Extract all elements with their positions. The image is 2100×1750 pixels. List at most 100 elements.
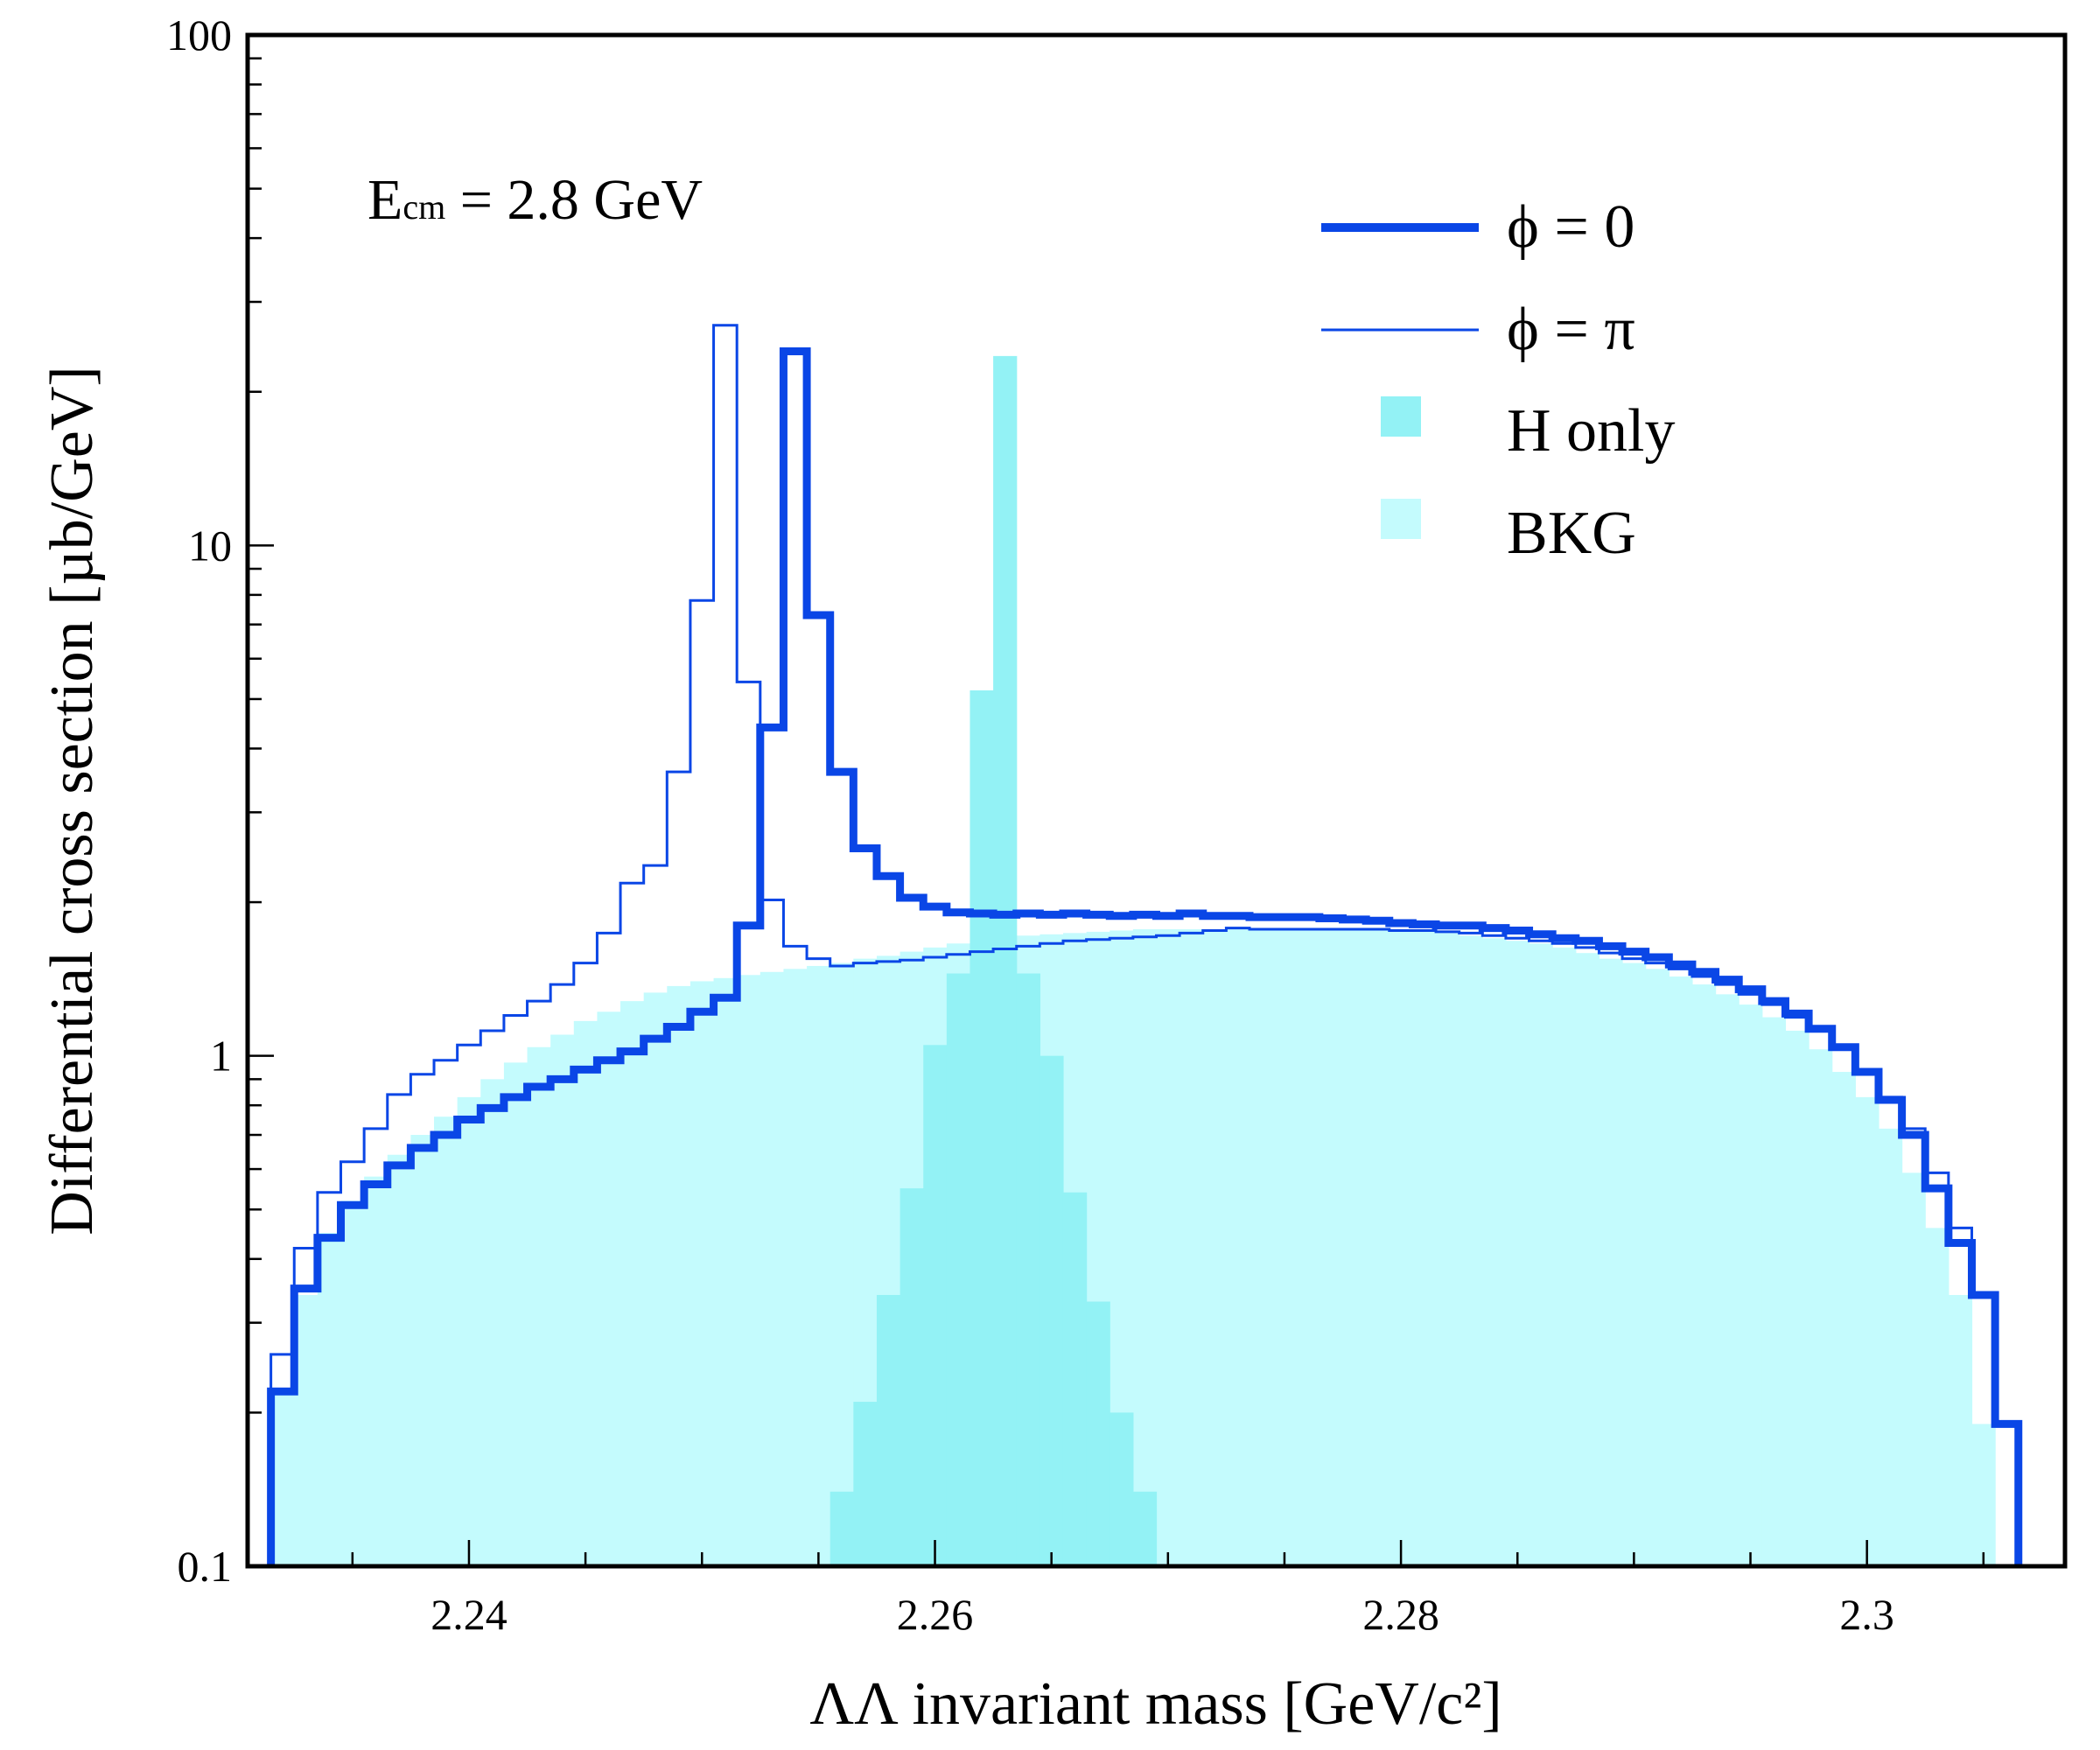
bkg-bar (410, 1135, 435, 1566)
bkg-bar (1202, 929, 1227, 1566)
legend-label: ϕ = π (1507, 296, 1635, 363)
bkg-bar (1739, 1004, 1763, 1566)
bkg-bar (1669, 976, 1693, 1566)
bkg-bar (1715, 994, 1740, 1566)
axis-ticks (248, 57, 1985, 1568)
bkg-bar (1901, 1172, 1926, 1566)
bkg-bar (1925, 1228, 1950, 1566)
bkg-bar (1878, 1128, 1903, 1566)
bkg-bar (340, 1200, 365, 1566)
histogram-lines (267, 324, 2023, 1566)
bkg-bar (783, 969, 808, 1566)
bkg-bar (830, 962, 854, 1566)
bkg-bar (270, 1391, 295, 1566)
bkg-bar (387, 1154, 411, 1566)
legend-fill-swatch (1381, 396, 1421, 437)
bkg-bar (1529, 943, 1553, 1566)
y-tick-label: 100 (166, 10, 232, 60)
bkg-bar (364, 1176, 388, 1566)
x-tick-label: 2.26 (897, 1590, 974, 1639)
legend-label: BKG (1507, 500, 1636, 567)
phi-0-line (267, 347, 2023, 1566)
y-tick-label: 0.1 (178, 1542, 233, 1591)
h-only-bar (1016, 973, 1040, 1566)
x-tick-label: 2.28 (1362, 1590, 1439, 1639)
h-only-bar (900, 1188, 924, 1566)
legend-fill-swatch (1381, 499, 1421, 539)
bkg-bar (667, 985, 691, 1566)
bkg-bar (480, 1079, 505, 1566)
h-only-bar (830, 1491, 854, 1566)
histogram-fills (270, 355, 1996, 1566)
bkg-bar (1389, 930, 1414, 1566)
bkg-bar (1226, 929, 1250, 1566)
y-tick-label: 10 (188, 521, 232, 570)
energy-annotation: Ecm = 2.8 GeV (368, 168, 703, 232)
h-only-bar (993, 355, 1018, 1566)
bkg-bar (573, 1020, 598, 1566)
bkg-bar (1552, 947, 1577, 1566)
h-only-bar (970, 690, 994, 1566)
bkg-bar (1482, 938, 1507, 1566)
legend-label: H only (1507, 397, 1676, 465)
bkg-bar (1436, 933, 1460, 1566)
legend-label: ϕ = 0 (1507, 193, 1634, 261)
bkg-bar (760, 971, 785, 1566)
bkg-bar (1622, 962, 1647, 1566)
bkg-bar (690, 981, 715, 1566)
bkg-bar (807, 965, 831, 1566)
bkg-bar (1366, 930, 1390, 1566)
bkg-bar (1132, 929, 1158, 1566)
bkg-bar (457, 1096, 481, 1566)
h-only-bar (1040, 1055, 1064, 1566)
legend: ϕ = 0 ϕ = π H only BKG (1321, 193, 1676, 567)
axis-tick-labels: 2.24 2.26 2.28 2.3 0.1 1 10 100 (166, 10, 1894, 1639)
bkg-bar (550, 1034, 575, 1566)
h-only-bar (1062, 1192, 1088, 1566)
h-only-bar (946, 973, 971, 1566)
bkg-bar (1319, 930, 1344, 1566)
bkg-bar (643, 992, 668, 1566)
bkg-bar (1272, 929, 1297, 1566)
bkg-bar (434, 1116, 458, 1566)
bkg-bar (1691, 984, 1717, 1566)
bkg-bar (1785, 1030, 1810, 1566)
bkg-bar (713, 977, 738, 1566)
bkg-bar (294, 1294, 318, 1566)
bkg-bar (1599, 958, 1623, 1566)
y-tick-label: 1 (210, 1032, 232, 1081)
bkg-bar (1809, 1049, 1833, 1566)
bkg-bar (1645, 969, 1670, 1566)
h-only-bar (923, 1045, 948, 1566)
x-axis-title: ΛΛ invariant mass [GeV/c²] (809, 1670, 1502, 1738)
bkg-bar (1156, 929, 1180, 1566)
h-only-bar (1110, 1412, 1134, 1566)
bkg-bar (1855, 1096, 1880, 1566)
h-only-bar (1086, 1301, 1110, 1566)
plot-frame (245, 32, 2068, 1569)
x-tick-label: 2.3 (1839, 1590, 1894, 1639)
bkg-bar (1459, 935, 1483, 1566)
bkg-bar (1831, 1072, 1856, 1566)
bkg-bar (620, 1001, 645, 1566)
bkg-bar (317, 1232, 342, 1566)
bkg-bar (1505, 941, 1530, 1566)
bkg-bar (503, 1062, 528, 1566)
h-only-bar (853, 1402, 878, 1566)
bkg-bar (1971, 1424, 1996, 1566)
h-only-bar (876, 1294, 901, 1566)
bkg-bar (597, 1012, 621, 1566)
bkg-bar (1412, 931, 1437, 1566)
bkg-bar (1342, 930, 1367, 1566)
y-axis-title: Differential cross section [µb/GeV] (38, 366, 106, 1235)
bkg-bar (1948, 1294, 1973, 1566)
bkg-bar (1250, 929, 1274, 1566)
bkg-bar (1296, 930, 1320, 1566)
bkg-bar (527, 1046, 551, 1566)
bkg-bar (1575, 953, 1600, 1566)
x-tick-label: 2.24 (430, 1590, 508, 1639)
bkg-bar (1761, 1017, 1787, 1566)
h-only-bar (1132, 1491, 1158, 1566)
bkg-bar (737, 975, 761, 1566)
